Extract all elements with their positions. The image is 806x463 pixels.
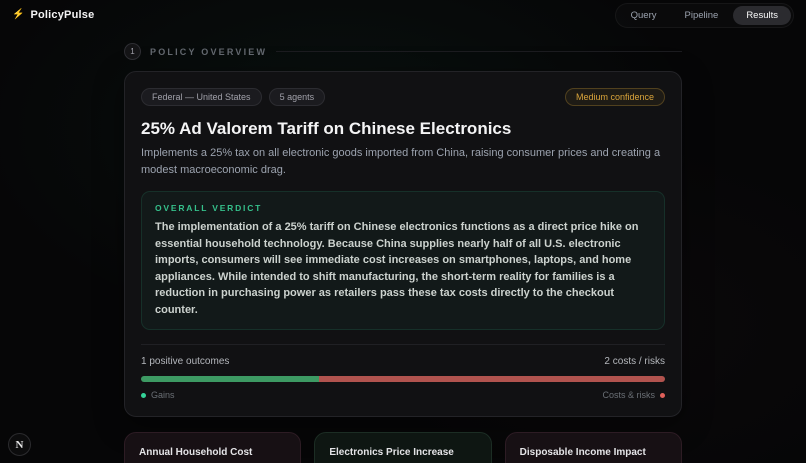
section-header-policy-overview: 1 POLICY OVERVIEW	[124, 43, 682, 60]
metric-cards-row: Annual Household Cost -$426.80 Net impac…	[124, 432, 682, 463]
brand[interactable]: ⚡ PolicyPulse	[12, 9, 94, 21]
scope-badge: Federal — United States	[141, 88, 262, 106]
gains-dot-icon	[141, 392, 146, 398]
verdict-label: OVERALL VERDICT	[155, 203, 263, 213]
costs-legend-label: Costs & risks	[602, 390, 655, 400]
metric-card-annual-household-cost: Annual Household Cost -$426.80 Net impac…	[124, 432, 302, 463]
positive-outcomes-label: 1 positive outcomes	[141, 356, 230, 367]
policy-overview-card: Federal — United States 5 agents Medium …	[124, 71, 682, 417]
gains-vs-costs-bar	[141, 376, 665, 382]
nav-group: Query Pipeline Results	[614, 2, 794, 28]
metric-card-electronics-price-increase: Electronics Price Increase +10.1% Estima…	[314, 432, 492, 463]
metric-title: Annual Household Cost	[139, 447, 253, 458]
agents-badge: 5 agents	[268, 88, 326, 106]
nav-item-results[interactable]: Results	[733, 5, 791, 25]
section-title: POLICY OVERVIEW	[150, 46, 268, 57]
verdict-text: The implementation of a 25% tariff on Ch…	[155, 221, 639, 316]
metric-card-disposable-income-impact: Disposable Income Impact -0.57% Percenta…	[504, 432, 682, 463]
costs-dot-icon	[660, 392, 665, 398]
nav-item-query[interactable]: Query	[630, 9, 657, 21]
brand-name: PolicyPulse	[30, 9, 95, 21]
nav-item-pipeline[interactable]: Pipeline	[684, 9, 719, 21]
costs-legend-item: Costs & risks	[602, 390, 665, 400]
outcomes-summary-row: 1 positive outcomes 2 costs / risks	[141, 344, 665, 367]
confidence-badge: Medium confidence	[564, 88, 665, 106]
section-number-badge: 1	[124, 43, 141, 60]
bolt-icon: ⚡	[12, 9, 25, 20]
policy-title: 25% Ad Valorem Tariff on Chinese Electro…	[141, 119, 512, 138]
main-content: 1 POLICY OVERVIEW Federal — United State…	[124, 43, 682, 463]
costs-bar	[319, 376, 665, 382]
costs-risks-label: 2 costs / risks	[604, 356, 665, 367]
policy-description: Implements a 25% tax on all electronic g…	[141, 147, 661, 176]
gains-legend-item: Gains	[141, 390, 175, 400]
n-watermark-logo[interactable]: N	[8, 433, 31, 456]
metric-title: Disposable Income Impact	[519, 447, 646, 458]
metric-title: Electronics Price Increase	[329, 447, 454, 458]
top-bar: ⚡ PolicyPulse Query Pipeline Results	[0, 0, 806, 30]
section-divider	[276, 51, 682, 52]
bar-legend: Gains Costs & risks	[141, 390, 665, 400]
gains-bar	[141, 376, 320, 382]
badge-row: Federal — United States 5 agents Medium …	[141, 88, 665, 106]
overall-verdict-box: OVERALL VERDICT The implementation of a …	[141, 191, 665, 330]
gains-legend-label: Gains	[151, 390, 175, 400]
